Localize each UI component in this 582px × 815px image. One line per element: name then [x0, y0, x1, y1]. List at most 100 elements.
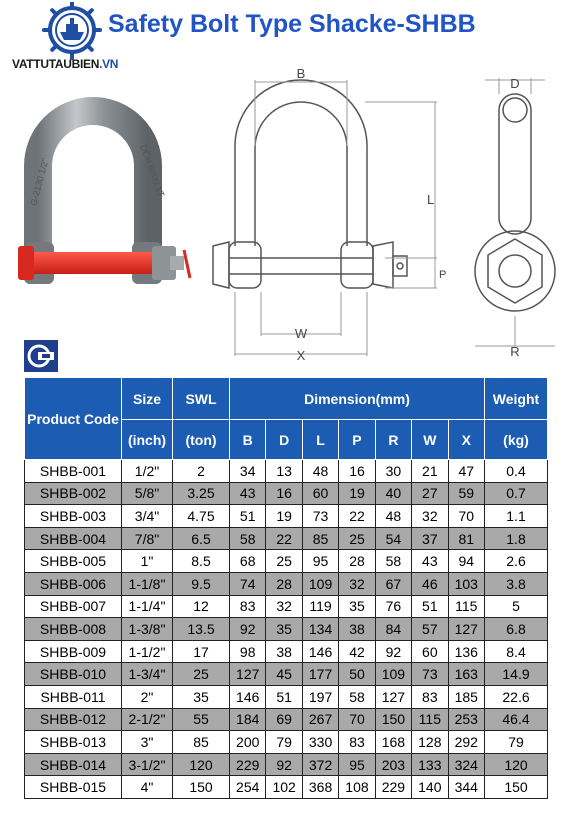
table-cell: 28	[338, 549, 376, 573]
col-header-b: B	[228, 419, 267, 460]
table-cell: 185	[447, 684, 486, 709]
table-cell: 46	[411, 571, 449, 596]
table-cell: 73	[411, 662, 449, 686]
table-cell: 16	[338, 459, 376, 483]
table-cell: 267	[301, 707, 340, 732]
table-cell: 128	[411, 730, 449, 754]
table-row: SHBB-015 4" 150 254 102 368 108 229 140 344 150	[24, 775, 548, 799]
table-cell: 47	[447, 459, 486, 483]
table-cell: SHBB-004	[24, 526, 122, 551]
col-header-product: Product Code	[24, 377, 122, 460]
table-cell: 95	[301, 549, 340, 573]
table-cell: 368	[301, 775, 340, 799]
table-cell: 102	[265, 775, 303, 799]
table-cell: SHBB-011	[24, 684, 122, 709]
table-cell: 146	[301, 639, 340, 664]
table-cell: 3.25	[172, 481, 230, 506]
table-cell: 146	[228, 684, 267, 709]
table-cell: 19	[265, 504, 303, 528]
table-cell: SHBB-010	[24, 662, 122, 686]
table-cell: 60	[411, 639, 449, 664]
table-cell: 83	[228, 594, 267, 619]
table-cell: 0.7	[484, 481, 548, 506]
table-cell: 4"	[121, 775, 173, 799]
table-cell: SHBB-002	[24, 481, 122, 506]
table-cell: 120	[484, 752, 548, 777]
table-cell: 70	[447, 504, 486, 528]
table-row: SHBB-004 7/8" 6.5 58 22 85 25 54 37 81 1.8	[24, 526, 548, 551]
table-cell: 115	[447, 594, 486, 619]
table-cell: 6.5	[172, 526, 230, 551]
table-cell: 120	[172, 752, 230, 777]
table-cell: 127	[374, 684, 413, 709]
brand-logo: VATTUTAUBIEN.VN	[8, 0, 138, 86]
table-cell: 203	[374, 752, 413, 777]
table-cell: SHBB-009	[24, 639, 122, 664]
table-cell: 1.8	[484, 526, 548, 551]
technical-drawing: B W X L P D R	[205, 66, 575, 366]
table-cell: 73	[301, 504, 340, 528]
table-cell: 7/8"	[121, 526, 173, 551]
table-cell: 1"	[121, 549, 173, 573]
table-cell: 330	[301, 730, 340, 754]
table-cell: 324	[447, 752, 486, 777]
table-cell: SHBB-007	[24, 594, 122, 619]
col-header-swl-unit: (ton)	[172, 419, 230, 460]
table-cell: 74	[228, 571, 267, 596]
table-cell: 3-1/2"	[121, 752, 173, 777]
dim-label-d: D	[510, 76, 519, 91]
table-row: SHBB-007 1-1/4" 12 83 32 119 35 76 51 115 5	[24, 594, 548, 619]
table-cell: 1-3/4"	[121, 662, 173, 686]
table-cell: 25	[172, 662, 230, 686]
table-cell: 1-1/8"	[121, 571, 173, 596]
table-row: SHBB-012 2-1/2" 55 184 69 267 70 150 115 253 46.4	[24, 707, 548, 732]
table-cell: 38	[265, 639, 303, 664]
table-cell: 177	[301, 662, 340, 686]
table-cell: 127	[447, 617, 486, 641]
table-cell: 119	[301, 594, 340, 619]
table-cell: 12	[172, 594, 230, 619]
table-cell: 98	[228, 639, 267, 664]
table-cell: 133	[411, 752, 449, 777]
table-cell: 21	[411, 459, 449, 483]
table-cell: 6.8	[484, 617, 548, 641]
table-cell: 103	[447, 571, 486, 596]
table-cell: 28	[265, 571, 303, 596]
table-cell: 32	[411, 504, 449, 528]
table-cell: 76	[374, 594, 413, 619]
table-cell: 9.5	[172, 571, 230, 596]
table-cell: SHBB-013	[24, 730, 122, 754]
table-cell: 58	[228, 526, 267, 551]
table-cell: 3"	[121, 730, 173, 754]
logo-text: VATTUTAUBIEN.VN	[12, 57, 119, 71]
table-cell: 3/4"	[121, 504, 173, 528]
table-cell: 35	[172, 684, 230, 709]
table-cell: 1.1	[484, 504, 548, 528]
table-cell: 85	[172, 730, 230, 754]
table-row: SHBB-011 2" 35 146 51 197 58 127 83 185 22.6	[24, 684, 548, 709]
table-cell: 344	[447, 775, 486, 799]
table-cell: 46.4	[484, 707, 548, 732]
table-cell: 254	[228, 775, 267, 799]
table-cell: 200	[228, 730, 267, 754]
table-row: SHBB-001 1/2" 2 34 13 48 16 30 21 47 0.4	[24, 459, 548, 483]
dim-label-b: B	[297, 66, 306, 81]
table-cell: 292	[447, 730, 486, 754]
table-cell: SHBB-001	[24, 459, 122, 483]
table-cell: SHBB-006	[24, 571, 122, 596]
table-cell: 22.6	[484, 684, 548, 709]
table-cell: 40	[374, 481, 413, 506]
table-cell: 79	[484, 730, 548, 754]
table-cell: 92	[374, 639, 413, 664]
table-cell: 2-1/2"	[121, 707, 173, 732]
ship-wheel-icon	[42, 0, 102, 60]
table-cell: 16	[265, 481, 303, 506]
table-cell: 22	[338, 504, 376, 528]
table-cell: 83	[338, 730, 376, 754]
table-cell: 43	[411, 549, 449, 573]
dim-label-l: L	[427, 192, 434, 207]
table-cell: 0.4	[484, 459, 548, 483]
table-cell: 150	[172, 775, 230, 799]
table-cell: SHBB-005	[24, 549, 122, 573]
table-cell: SHBB-015	[24, 775, 122, 799]
